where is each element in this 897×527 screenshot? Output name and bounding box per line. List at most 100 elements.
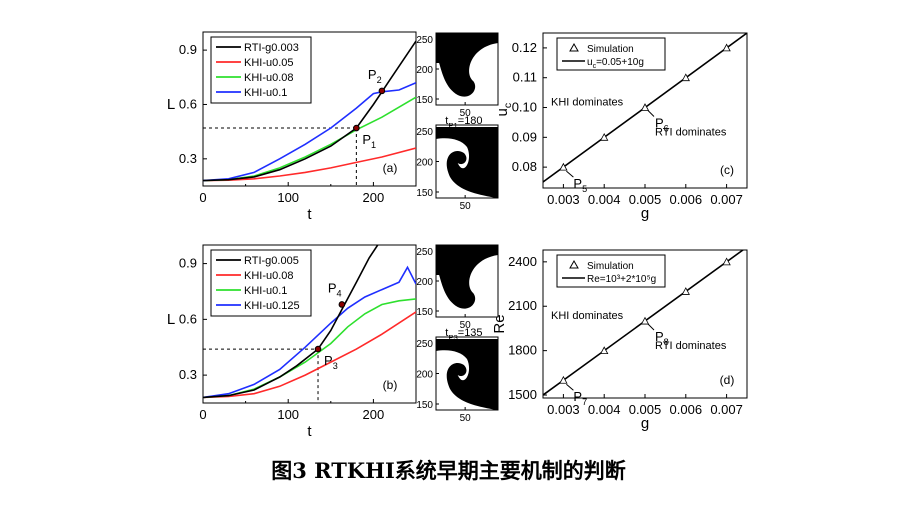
snapshot-y-tick-label: 250 [416, 339, 433, 350]
annotation-rti: RTI dominates [655, 127, 727, 139]
y-tick-label: 0.6 [179, 311, 197, 326]
x-tick-label: 100 [277, 407, 299, 422]
series-line-KHI-u0.1 [203, 81, 416, 182]
x-tick-label: 0 [199, 190, 206, 205]
point-marker [378, 87, 386, 95]
plot-frame [202, 244, 417, 404]
snapshot-y-tick-label: 150 [416, 95, 433, 106]
x-tick-label: 0.003 [547, 402, 580, 417]
snapshot-y-tick-label: 200 [416, 158, 433, 169]
snapshot-y-tick-label: 250 [416, 247, 433, 258]
point-arrow [566, 170, 574, 178]
legend-box [556, 254, 666, 288]
legend-box [556, 37, 666, 71]
snapshot-y-tick-label: 200 [416, 65, 433, 76]
y-tick-label: 2400 [508, 254, 537, 269]
x-tick-label: 0.005 [629, 192, 662, 207]
x-tick-label: 0.007 [710, 402, 743, 417]
legend-entry: Simulation [587, 44, 634, 55]
panel-label: (a) [383, 161, 398, 175]
y-tick-label: 0.6 [179, 96, 197, 111]
simulation-marker [640, 316, 650, 325]
legend-entry: Re=10³+2*10⁵g [587, 274, 656, 285]
point-label: P1 [362, 132, 376, 150]
annotation-rti: RTI dominates [655, 340, 727, 352]
legend-entry: uc=0.05+10g [587, 57, 644, 70]
legend-entry: KHI-u0.08 [244, 72, 294, 84]
x-axis-label: t [307, 423, 312, 440]
y-tick-label: 0.12 [512, 40, 537, 55]
snapshot-x-tick-label: 50 [460, 108, 472, 119]
simulation-marker [681, 73, 690, 82]
y-axis-label: L [167, 311, 175, 328]
x-tick-label: 100 [277, 190, 299, 205]
x-tick-label: 0.007 [710, 192, 743, 207]
y-tick-label: 0.11 [513, 70, 537, 85]
point-label: P2 [368, 67, 382, 85]
y-tick-label: 0.3 [179, 367, 197, 382]
x-tick-label: 200 [363, 190, 385, 205]
point-arrow [647, 323, 655, 331]
y-axis-label: L [167, 96, 175, 113]
legend-entry: KHI-u0.08 [244, 270, 294, 282]
point-label: P7 [573, 389, 587, 407]
legend-marker [569, 42, 579, 52]
khi-vortex-shape [436, 127, 498, 198]
annotation-khi: KHI dominates [551, 97, 624, 109]
legend-marker [569, 259, 579, 269]
rti-bubble-shape [436, 33, 498, 97]
figure-caption: 图3 RTKHI系统早期主要机制的判断 [271, 458, 626, 483]
simulation-marker [600, 346, 609, 355]
y-tick-label: 0.08 [512, 159, 537, 174]
point-marker [353, 124, 360, 132]
simulation-marker [681, 287, 690, 295]
simulation-marker [559, 375, 568, 384]
legend-entry: RTI-g0.003 [244, 42, 299, 54]
snapshot-y-tick-label: 150 [416, 400, 433, 411]
simulation-marker [600, 132, 609, 141]
y-tick-label: 0.9 [179, 256, 197, 271]
y-axis-label: Re [491, 314, 508, 333]
point-label: P8 [655, 329, 669, 347]
legend-entry: KHI-u0.125 [244, 300, 300, 312]
legend-entry: KHI-u0.1 [244, 285, 287, 297]
snapshot-y-tick-label: 150 [416, 188, 433, 199]
legend-entry: KHI-u0.05 [244, 57, 294, 69]
x-tick-label: 0.006 [670, 402, 703, 417]
point-marker [338, 301, 346, 308]
simulation-marker [722, 257, 731, 266]
y-tick-label: 1500 [508, 387, 537, 402]
y-tick-label: 0.3 [179, 151, 197, 166]
point-label: P5 [573, 176, 587, 194]
series-line-RTI-g0.003 [203, 40, 416, 182]
x-tick-label: 0.004 [588, 402, 621, 417]
y-tick-label: 1800 [508, 343, 537, 358]
panel-label: (d) [720, 373, 735, 387]
plot-frame [202, 31, 417, 187]
panel-label: (b) [383, 378, 398, 392]
simulation-marker [640, 103, 650, 111]
x-tick-label: 0.003 [547, 192, 580, 207]
point-label: P4 [328, 280, 342, 298]
snapshot-y-tick-label: 150 [416, 307, 433, 318]
simulation-marker [722, 43, 731, 52]
series-line-KHI-u0.05 [203, 147, 416, 182]
x-tick-label: 0.005 [629, 402, 662, 417]
x-tick-label: 0 [199, 407, 206, 422]
x-tick-label: 0.006 [670, 192, 703, 207]
point-arrow [566, 383, 574, 391]
snapshot-y-tick-label: 200 [416, 370, 433, 381]
y-axis-label: uc [494, 103, 514, 117]
snapshot-x-tick-label: 50 [460, 413, 472, 424]
x-tick-label: 200 [363, 407, 385, 422]
simulation-marker [559, 162, 568, 171]
y-tick-label: 0.09 [512, 129, 537, 144]
legend-entry: Simulation [587, 261, 634, 272]
snapshot-x-tick-label: 50 [460, 201, 472, 212]
series-line-KHI-u0.08 [203, 311, 416, 399]
annotation-khi: KHI dominates [551, 310, 624, 322]
snapshot-y-tick-label: 200 [416, 277, 433, 288]
x-tick-label: 0.004 [588, 192, 621, 207]
snapshot-x-tick-label: 50 [460, 320, 472, 331]
